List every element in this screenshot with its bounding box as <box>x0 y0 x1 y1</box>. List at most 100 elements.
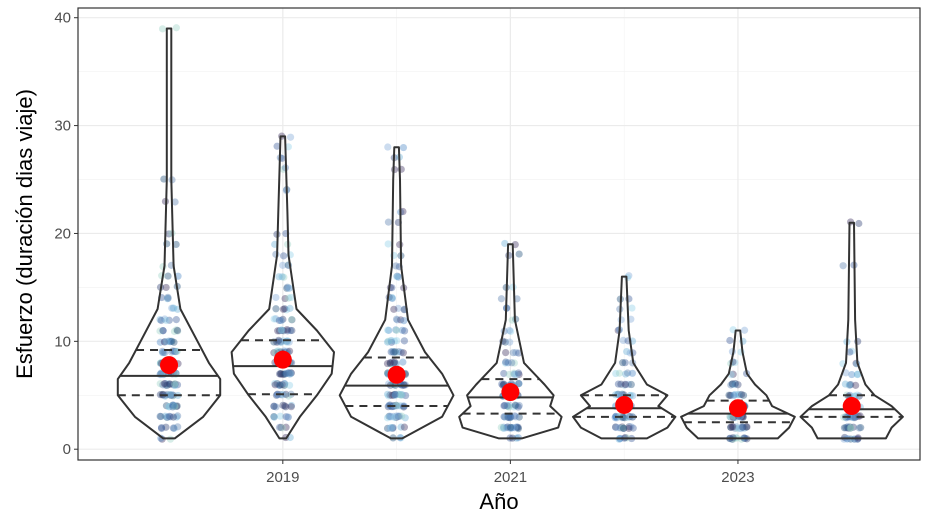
data-point <box>628 304 636 312</box>
data-point <box>504 359 512 367</box>
data-point <box>384 326 392 334</box>
data-point <box>393 316 401 324</box>
data-point <box>740 424 749 432</box>
data-point <box>841 380 849 388</box>
plot-frame <box>77 7 921 461</box>
data-point <box>501 338 509 346</box>
data-point <box>502 358 510 366</box>
data-point <box>286 304 294 312</box>
data-point <box>847 424 855 432</box>
data-point <box>386 360 395 368</box>
data-point <box>505 403 513 411</box>
data-point <box>280 381 288 389</box>
data-point <box>501 401 509 410</box>
data-point <box>510 370 518 378</box>
data-point <box>627 391 635 399</box>
mean-marker <box>501 383 520 402</box>
data-point <box>159 327 167 335</box>
data-point <box>169 403 177 411</box>
data-point <box>163 413 172 421</box>
data-point <box>271 381 279 389</box>
data-point <box>384 240 392 248</box>
data-point <box>397 348 405 356</box>
data-point <box>170 304 178 312</box>
data-point <box>164 294 172 302</box>
data-point <box>619 424 628 432</box>
data-point <box>274 327 282 335</box>
x-tick-label: 2023 <box>721 469 754 486</box>
data-point <box>171 381 179 389</box>
data-point <box>740 326 749 334</box>
data-point <box>508 424 517 432</box>
data-point <box>277 338 285 346</box>
data-point <box>286 370 294 378</box>
data-point <box>511 412 519 420</box>
data-point <box>388 294 396 302</box>
data-point <box>161 315 169 323</box>
data-point <box>624 369 632 377</box>
data-point <box>384 143 392 151</box>
data-point <box>167 391 175 399</box>
data-point <box>387 348 395 356</box>
data-point <box>383 338 392 346</box>
data-point <box>171 347 179 355</box>
data-point <box>169 304 177 312</box>
data-point <box>513 423 521 432</box>
data-point <box>384 218 393 226</box>
data-point <box>384 390 392 398</box>
data-point <box>395 390 403 398</box>
data-point <box>157 424 166 433</box>
data-point <box>507 424 515 432</box>
data-point <box>385 392 393 400</box>
data-point <box>497 423 505 431</box>
data-point <box>390 305 398 313</box>
data-point <box>166 413 175 421</box>
data-point <box>502 349 510 357</box>
data-point <box>276 370 284 378</box>
data-point <box>400 337 408 345</box>
data-point <box>619 413 627 422</box>
data-point <box>276 381 284 389</box>
data-point <box>515 379 523 388</box>
data-point <box>285 284 293 292</box>
data-point <box>846 423 854 431</box>
data-point <box>510 359 518 367</box>
data-point <box>394 412 402 421</box>
data-point <box>617 380 625 388</box>
data-point <box>397 316 405 324</box>
data-point <box>515 370 523 379</box>
data-point <box>161 381 170 389</box>
data-point <box>172 24 180 32</box>
data-point <box>276 412 284 420</box>
violin <box>338 146 455 440</box>
data-point <box>282 403 290 411</box>
data-point <box>514 403 522 411</box>
data-point <box>504 413 512 422</box>
data-point <box>173 381 182 389</box>
x-axis-title: Año <box>479 489 518 514</box>
data-point <box>161 338 169 346</box>
data-point <box>287 293 295 302</box>
data-point <box>282 413 290 421</box>
data-point <box>174 327 182 335</box>
data-point <box>169 401 177 409</box>
data-point <box>156 338 164 346</box>
data-point <box>388 348 397 356</box>
data-point <box>390 359 398 367</box>
data-point <box>277 423 285 431</box>
data-point <box>386 359 394 368</box>
data-point <box>383 359 392 368</box>
data-point <box>160 338 168 346</box>
data-point <box>283 327 292 335</box>
data-point <box>286 369 294 377</box>
data-point <box>170 402 178 410</box>
data-point <box>400 317 408 325</box>
data-point <box>388 358 396 366</box>
data-point <box>287 369 295 377</box>
y-axis-title: Esfuerzo (duración dias viaje) <box>12 89 37 379</box>
data-point <box>287 369 295 377</box>
data-point <box>612 423 620 431</box>
data-point <box>390 391 398 399</box>
data-point <box>270 402 278 410</box>
